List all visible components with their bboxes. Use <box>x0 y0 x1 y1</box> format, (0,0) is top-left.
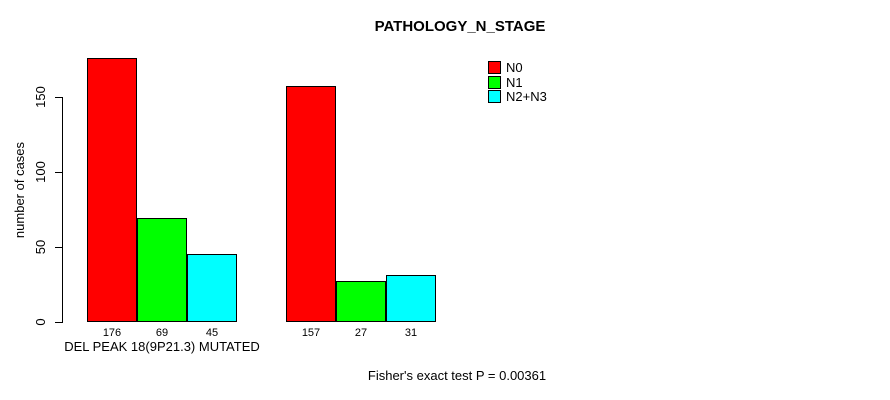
bar-n0-group-1 <box>87 58 137 322</box>
legend: N0 N1 N2+N3 <box>488 61 547 105</box>
y-tick-label: 0 <box>33 318 48 326</box>
legend-item: N2+N3 <box>488 90 547 104</box>
bar-value-label: 45 <box>205 327 219 339</box>
chart-title: PATHOLOGY_N_STAGE <box>374 18 546 35</box>
legend-label: N1 <box>506 74 523 90</box>
bar-value-label: 69 <box>155 327 169 339</box>
bar-n1-group-1 <box>137 218 187 322</box>
legend-swatch-icon <box>488 61 501 75</box>
legend-item: N1 <box>488 74 547 90</box>
y-axis-tick <box>55 97 62 98</box>
y-tick-label: 150 <box>33 86 48 108</box>
stats-annotation: Fisher's exact test P = 0.00361 <box>367 368 547 383</box>
bar-value-label: 27 <box>354 327 368 339</box>
y-axis-tick <box>55 322 62 323</box>
bar-value-label: 31 <box>404 327 418 339</box>
bar-n1-group-2 <box>336 281 386 322</box>
x-category-label: DEL PEAK 18(9P21.3) MUTATED <box>64 339 260 354</box>
legend-swatch-icon <box>488 90 501 104</box>
y-tick-label: 50 <box>33 239 48 255</box>
bar-n0-group-2 <box>286 86 336 322</box>
bar-n2-n3-group-1 <box>187 254 237 322</box>
y-axis-tick <box>55 247 62 248</box>
y-axis-tick <box>55 172 62 173</box>
y-axis-line <box>62 97 63 323</box>
bar-n2-n3-group-2 <box>386 275 436 322</box>
legend-swatch-icon <box>488 75 501 89</box>
legend-label: N0 <box>506 60 523 76</box>
bar-value-label: 176 <box>102 327 122 339</box>
legend-item: N0 <box>488 61 547 75</box>
bar-value-label: 157 <box>301 327 321 339</box>
legend-label: N2+N3 <box>506 89 547 105</box>
y-tick-label: 100 <box>33 161 48 183</box>
